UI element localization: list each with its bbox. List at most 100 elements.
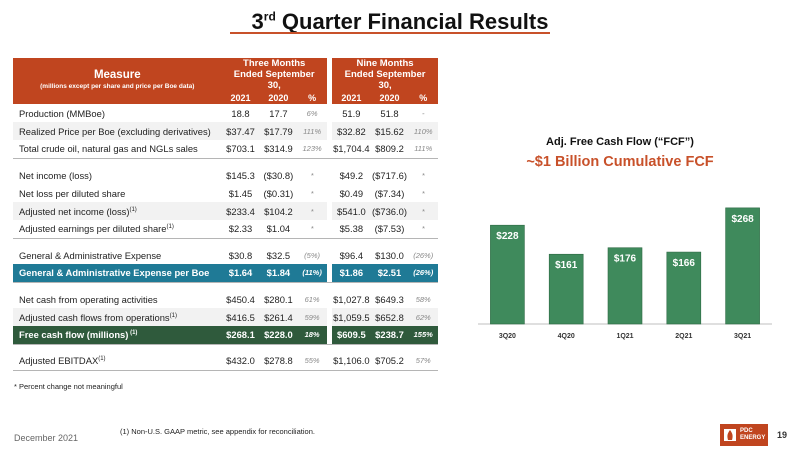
cell-2020-nine: $15.62 <box>370 122 409 140</box>
cell-2021-three: $1.64 <box>221 264 260 282</box>
bar-3Q21 <box>725 207 760 325</box>
bar-3Q20 <box>490 224 525 325</box>
cell-pct-three: * <box>310 188 314 198</box>
cell-pct-nine: 110% <box>408 122 438 140</box>
cell-2021-three: $145.3 <box>226 169 255 181</box>
col-2020-nine: 2020 <box>370 91 409 104</box>
row-label: Net cash from operating activities <box>19 293 158 305</box>
cell-2021-nine: $1,704.4 <box>333 143 370 155</box>
cell-pct-three: 59% <box>297 308 327 326</box>
cell-pct-three: 55% <box>297 352 327 371</box>
cell-pct-three: 61% <box>304 294 320 304</box>
cell-2020-nine: $652.8 <box>370 308 409 326</box>
cell-pct-three: * <box>297 202 327 220</box>
cell-pct-three: 123% <box>302 144 322 154</box>
table-row: Net income (loss) $145.3 ($30.8) * $49.2 ($71… <box>13 166 438 184</box>
row-label: Adjusted cash flows from operations(1) <box>13 308 222 326</box>
date-label: December 2021 <box>14 433 79 443</box>
cell-2021-nine: 51.9 <box>342 107 361 119</box>
cell-2020-three: $104.2 <box>259 202 298 220</box>
title-underline <box>230 32 550 34</box>
bar-value-label: $228 <box>496 231 519 242</box>
cell-2021-nine: $5.38 <box>339 223 364 235</box>
table-row: Production (MMBoe) 18.8 17.7 6% 51.9 51.8 - <box>13 104 438 122</box>
nine-months-header: Nine Months Ended September 30, <box>332 58 438 91</box>
col-pct-nine: % <box>408 91 438 104</box>
col-2021-three: 2021 <box>221 91 260 104</box>
cell-2020-three: $314.9 <box>264 143 293 155</box>
bar-value-label: $166 <box>673 258 696 269</box>
cell-pct-nine: 111% <box>414 144 433 154</box>
cell-2021-nine: $1,059.5 <box>332 308 371 326</box>
table-row: Adjusted EBITDAX(1) $432.0 $278.8 55% $1,106… <box>13 352 438 371</box>
table-row: Adjusted earnings per diluted share(1) $2… <box>13 220 438 238</box>
chart-title: Adj. Free Cash Flow (“FCF”) <box>546 136 694 148</box>
table-row: Net cash from operating activities $450.4… <box>13 290 438 308</box>
cell-pct-nine: 155% <box>408 326 438 344</box>
cell-pct-nine: (26%) <box>413 250 434 260</box>
cell-2020-nine: $238.7 <box>370 326 409 344</box>
cell-2021-nine: $32.82 <box>332 122 371 140</box>
cell-2021-nine: $1,106.0 <box>332 352 371 371</box>
cell-2021-three: $37.47 <box>221 122 260 140</box>
row-label: General & Administrative Expense <box>19 249 162 261</box>
row-label: Adjusted earnings per diluted share(1) <box>19 223 174 235</box>
cell-pct-three: 6% <box>306 108 318 118</box>
cell-pct-nine: 62% <box>408 308 438 326</box>
row-label: Adjusted net income (loss)(1) <box>13 202 222 220</box>
bar-value-label: $161 <box>555 260 578 271</box>
row-label: Free cash flow (millions) (1) <box>13 326 222 344</box>
cell-2020-three: ($30.8) <box>263 169 294 181</box>
cell-pct-nine: * <box>408 202 438 220</box>
cell-2021-three: $416.5 <box>221 308 260 326</box>
table-row: General & Administrative Expense $30.8 $32… <box>13 246 438 264</box>
row-label: Realized Price per Boe (excluding deriva… <box>13 122 222 140</box>
table-row: Adjusted net income (loss)(1) $233.4 $104.… <box>13 202 438 220</box>
cell-2021-three: $30.8 <box>228 249 253 261</box>
x-tick-label: 1Q21 <box>616 333 633 340</box>
cell-2021-three: $268.1 <box>221 326 260 344</box>
x-tick-label: 3Q21 <box>734 333 751 340</box>
cell-pct-nine: * <box>421 170 425 180</box>
bar-value-label: $176 <box>614 254 637 265</box>
row-label: General & Administrative Expense per Boe <box>13 264 222 282</box>
cell-2021-nine: $1,027.8 <box>333 293 370 305</box>
cell-2021-nine: $1.86 <box>332 264 371 282</box>
cell-2021-three: $233.4 <box>221 202 260 220</box>
cell-2020-nine: ($717.6) <box>372 169 407 181</box>
row-label: Production (MMBoe) <box>19 107 105 119</box>
cell-2021-nine: $609.5 <box>332 326 371 344</box>
cell-2020-three: $1.84 <box>259 264 298 282</box>
cell-pct-nine: - <box>421 108 425 118</box>
cell-pct-nine: (26%) <box>408 264 438 282</box>
row-label: Adjusted EBITDAX(1) <box>13 352 222 371</box>
table-row: Net loss per diluted share $1.45 ($0.31) * $… <box>13 184 438 202</box>
table-row: Total crude oil, natural gas and NGLs sa… <box>13 140 438 158</box>
cell-2021-three: $703.1 <box>226 143 255 155</box>
fcf-bar-chart: $228 3Q20 $161 4Q20 $176 1Q21 $166 2Q21 $268 3Q21 <box>478 207 772 340</box>
cell-2021-three: $432.0 <box>221 352 260 371</box>
cell-pct-nine: * <box>421 188 425 198</box>
x-tick-label: 3Q20 <box>499 333 516 340</box>
cell-2020-nine: ($7.34) <box>374 187 405 199</box>
three-months-header: Three Months Ended September 30, <box>221 58 327 91</box>
flame-logo-icon <box>724 429 736 441</box>
footnote: (1) Non-U.S. GAAP metric, see appendix f… <box>120 427 315 436</box>
cell-2020-three: $278.8 <box>259 352 298 371</box>
cell-2020-nine: $705.2 <box>370 352 409 371</box>
cell-2020-nine: ($7.53) <box>374 223 405 235</box>
cell-pct-three: * <box>310 224 314 234</box>
cell-2021-nine: $0.49 <box>339 187 364 199</box>
pdc-energy-logo: PDC ENERGY <box>720 424 768 446</box>
bar-value-label: $268 <box>731 214 754 225</box>
row-label: Net loss per diluted share <box>19 187 126 199</box>
table-row: Realized Price per Boe (excluding deriva… <box>13 122 438 140</box>
cell-2020-nine: $2.51 <box>370 264 409 282</box>
measure-header: Measure (millions except per share and p… <box>13 58 222 104</box>
cell-pct-three: * <box>310 170 314 180</box>
cell-2020-three: ($0.31) <box>263 187 294 199</box>
cell-2020-nine: $649.3 <box>375 293 404 305</box>
bar-1Q21 <box>607 247 643 325</box>
cell-pct-three: (5%) <box>304 250 321 260</box>
row-label: Total crude oil, natural gas and NGLs sa… <box>19 143 198 155</box>
